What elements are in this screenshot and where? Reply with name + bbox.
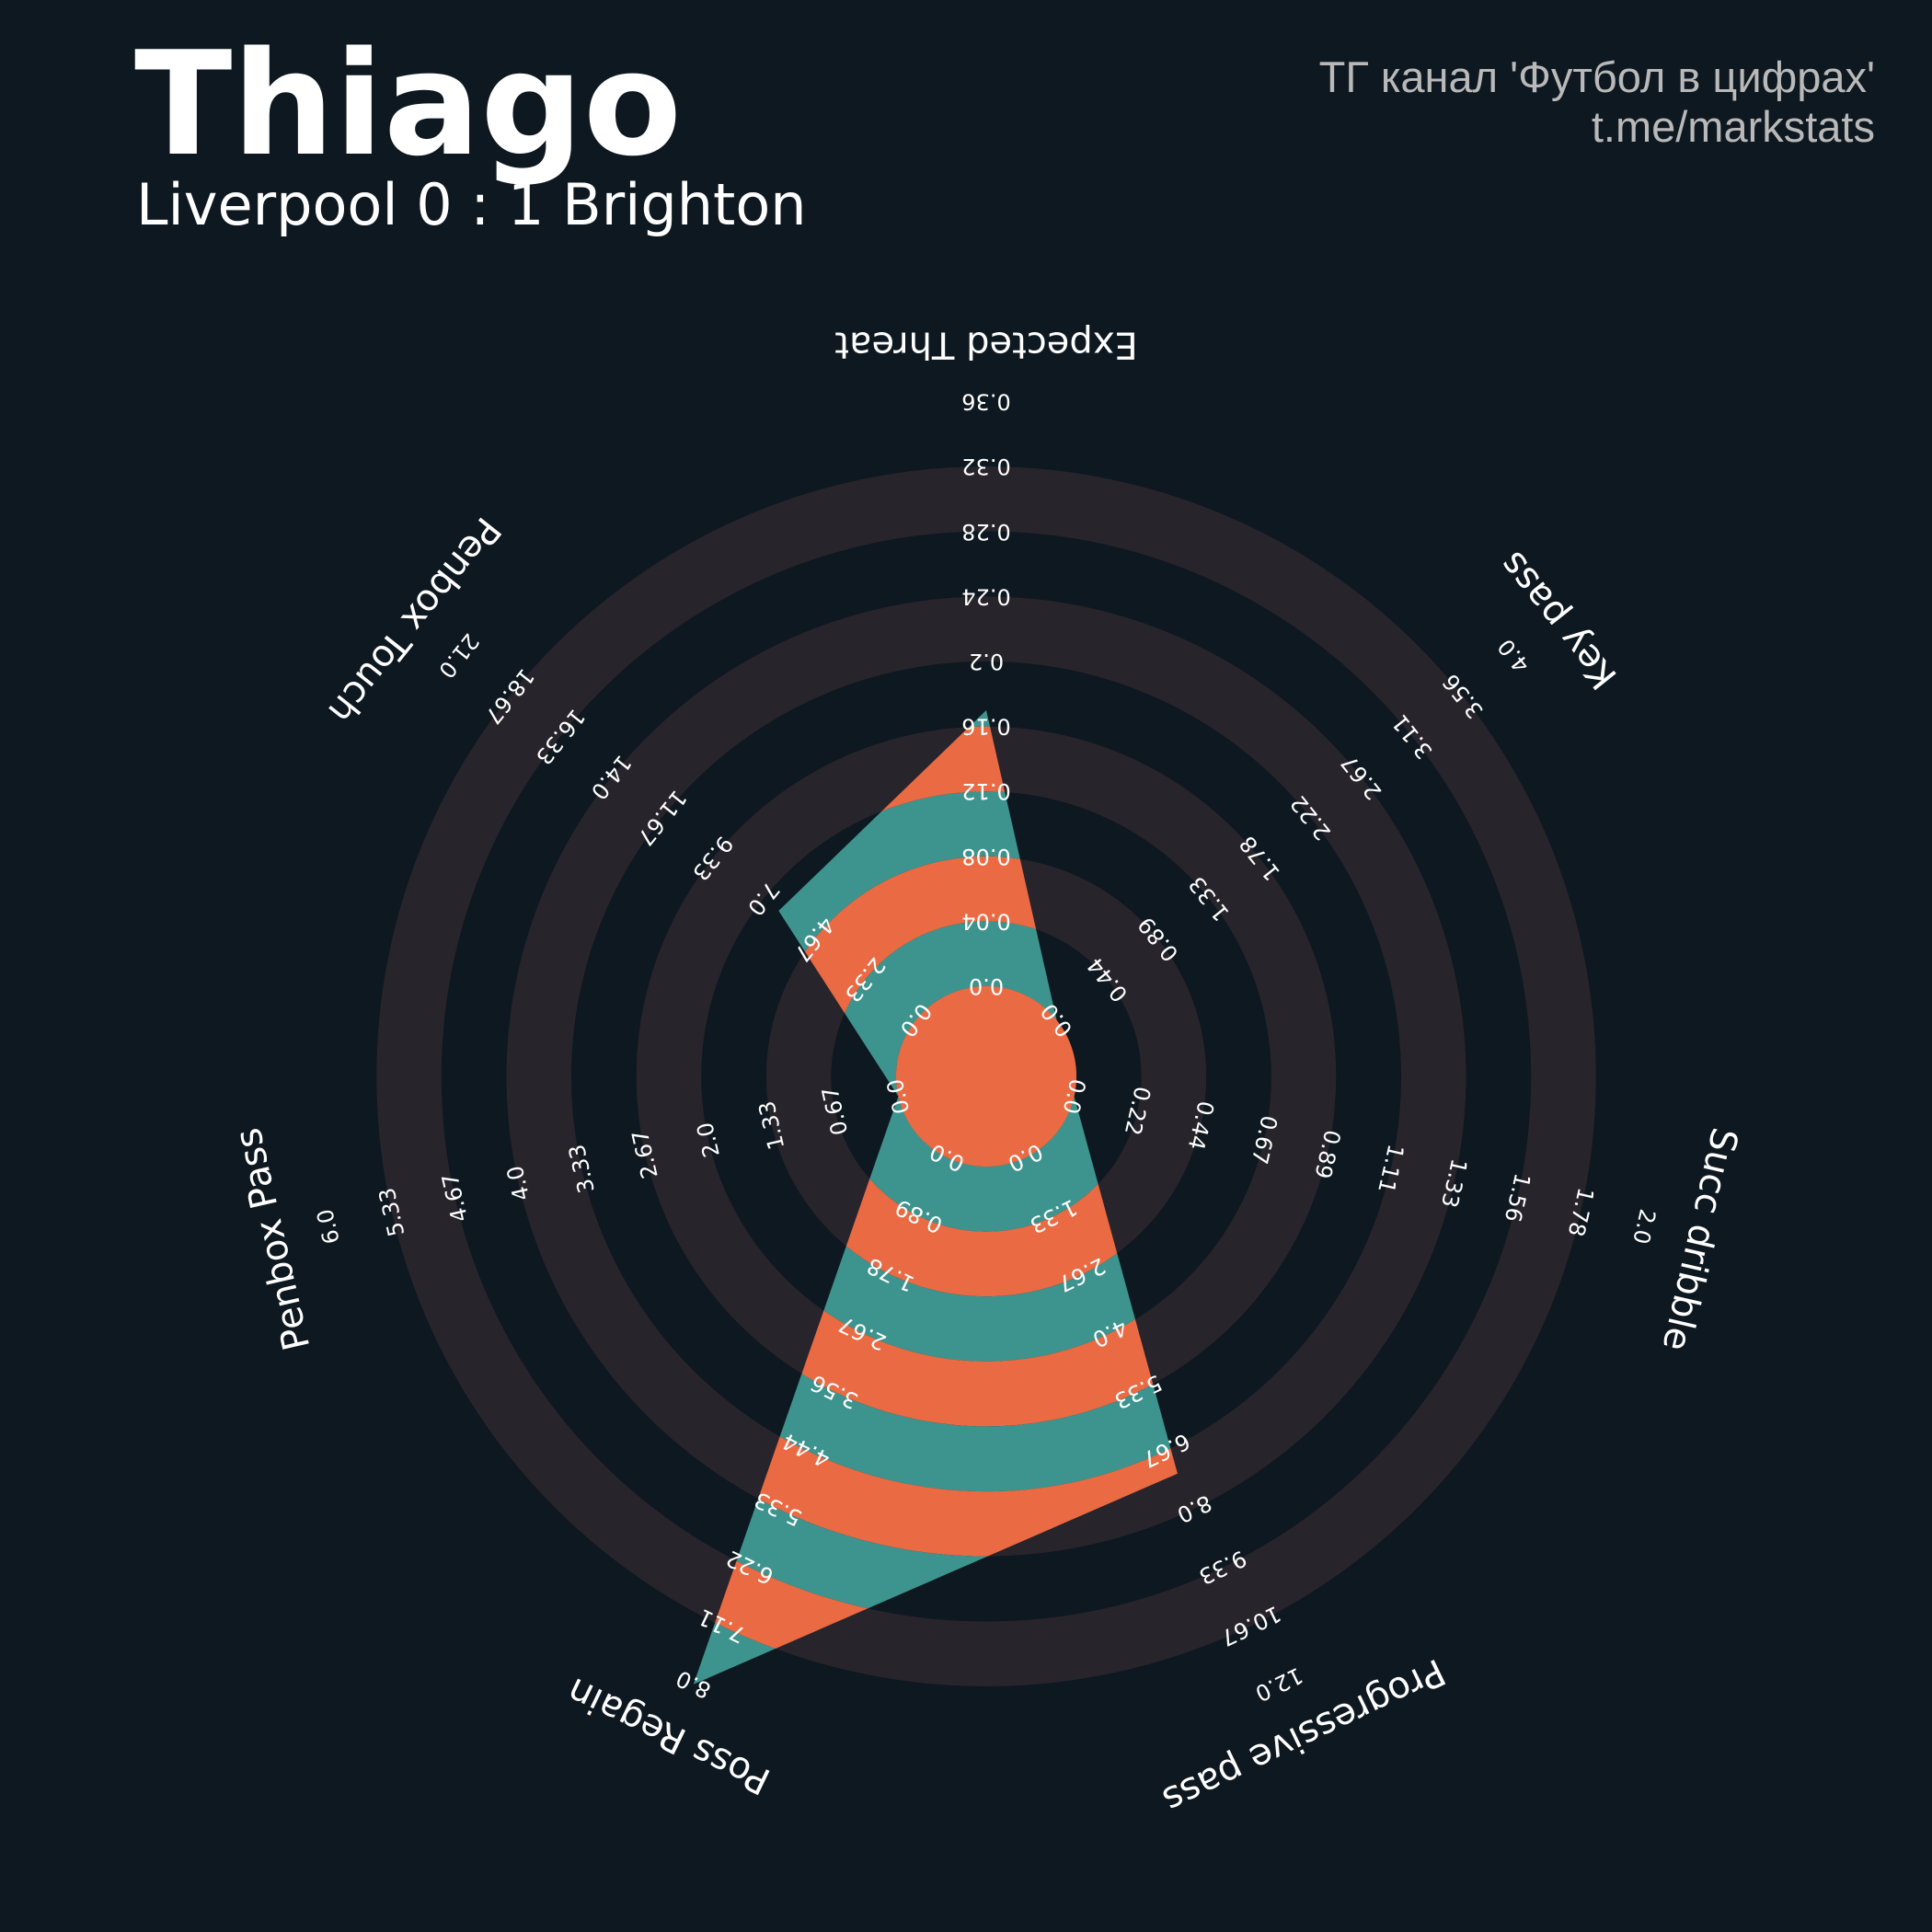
- radar-tick-label: 0.32: [961, 454, 1010, 479]
- radar-tick-label: 0.2: [969, 649, 1004, 674]
- channel-credit: ТГ канал 'Футбол в цифрах': [1318, 52, 1875, 101]
- radar-tick-label: 0.12: [961, 778, 1010, 804]
- radar-tick-label: 0.36: [961, 389, 1010, 415]
- radar-tick-label: 0.24: [961, 583, 1010, 609]
- channel-link: t.me/markstats: [1591, 102, 1875, 151]
- radar-tick-label: 0.16: [961, 714, 1010, 740]
- radar-parameter-label: Expected Threat: [834, 324, 1138, 366]
- radar-tick-label: 0.08: [961, 844, 1010, 869]
- radar-parameter-label: Penbox Pass: [227, 1124, 319, 1354]
- player-name-title: Thiago: [134, 20, 683, 188]
- radar-tick-label: 0.0: [969, 973, 1004, 999]
- radar-tick-label: 0.28: [961, 519, 1010, 545]
- radar-tick-label: 0.04: [961, 908, 1010, 934]
- radar-parameter-label: Succ dribble: [1654, 1124, 1746, 1355]
- match-score-subtitle: Liverpool 0 : 1 Brighton: [136, 171, 807, 238]
